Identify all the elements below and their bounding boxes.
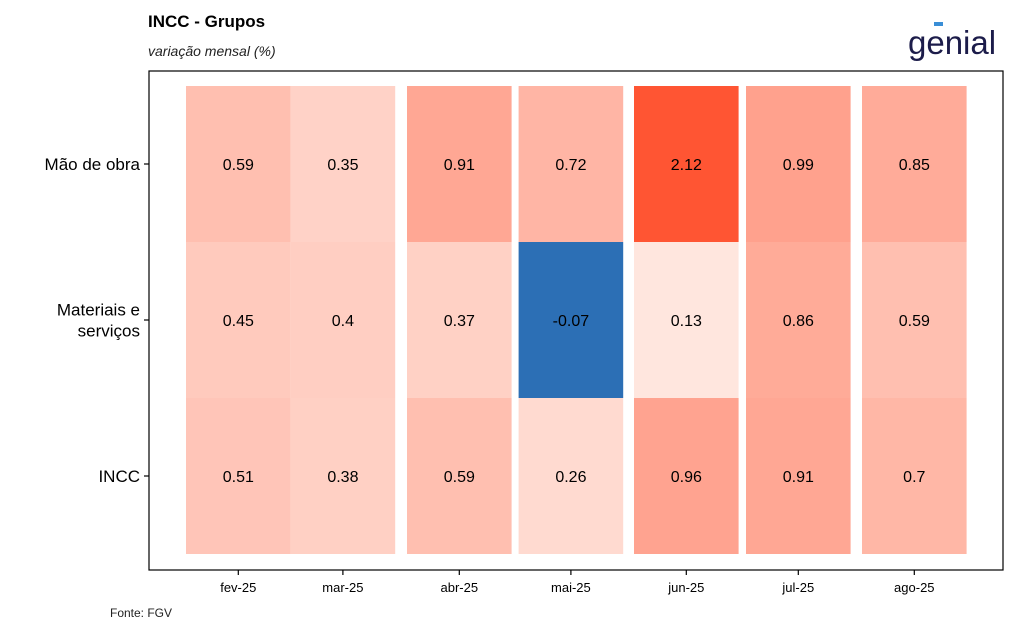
heatmap-cell (746, 398, 851, 554)
y-tick-label: Materiais e serviços (57, 301, 140, 341)
cell-value-label: 0.59 (223, 157, 254, 174)
chart-subtitle: variação mensal (%) (148, 43, 276, 59)
logo-text: genial (908, 24, 996, 61)
heatmap-cell (407, 242, 512, 398)
y-tick-label: INCC (98, 467, 140, 486)
x-tick-label: fev-25 (220, 580, 256, 595)
heatmap-cell (862, 398, 967, 554)
heatmap-cell (186, 86, 291, 242)
heatmap-cell (634, 242, 739, 398)
cell-value-label: 0.45 (223, 313, 254, 330)
heatmap-cell (746, 242, 851, 398)
cell-value-label: 0.51 (223, 469, 254, 486)
cell-value-label: 0.38 (327, 469, 358, 486)
x-tick-label: mar-25 (322, 580, 363, 595)
x-tick-label: jul-25 (781, 580, 814, 595)
heatmap-cell (862, 86, 967, 242)
genial-logo: genial (908, 22, 996, 61)
chart-title: INCC - Grupos (148, 12, 266, 31)
cell-value-label: 0.59 (444, 469, 475, 486)
x-tick-label: jun-25 (667, 580, 704, 595)
heatmap-cell (862, 242, 967, 398)
x-tick-label: mai-25 (551, 580, 591, 595)
y-tick-label: Mão de obra (45, 155, 141, 174)
cell-value-label: 2.12 (671, 157, 702, 174)
heatmap-cell (290, 242, 396, 398)
heatmap-cell (634, 86, 739, 242)
cell-value-label: 0.96 (671, 469, 702, 486)
source-note: Fonte: FGV (110, 606, 173, 620)
heatmap-cell (634, 398, 739, 554)
cell-value-label: 0.99 (783, 157, 814, 174)
logo-accent-icon (934, 22, 943, 26)
heatmap-cell (518, 398, 624, 554)
heatmap-cell (290, 398, 396, 554)
cell-value-label: 0.4 (332, 313, 354, 330)
cell-value-label: 0.59 (899, 313, 930, 330)
cell-value-label: 0.91 (444, 157, 475, 174)
cell-value-label: 0.72 (555, 157, 586, 174)
cell-value-label: 0.86 (783, 313, 814, 330)
cell-value-label: 0.35 (327, 157, 358, 174)
heatmap-cell (746, 86, 851, 242)
cell-value-label: 0.7 (903, 469, 925, 486)
cell-value-label: 0.13 (671, 313, 702, 330)
heatmap-cell (186, 398, 291, 554)
cell-value-label: 0.91 (783, 469, 814, 486)
heatmap-chart: 0.59 0.35 0.91 0.72 2.12 0.99 0.85 0.45 0.4 0.37 -… (45, 70, 1004, 595)
x-tick-label: abr-25 (441, 580, 479, 595)
cell-value-label: 0.26 (555, 469, 586, 486)
heatmap-cell (407, 86, 512, 242)
cell-value-label: 0.85 (899, 157, 930, 174)
heatmap-cell (290, 86, 396, 242)
heatmap-cell (518, 242, 624, 398)
heatmap-cell (407, 398, 512, 554)
heatmap-cell (518, 86, 624, 242)
x-tick-label: ago-25 (894, 580, 934, 595)
cell-value-label: -0.07 (553, 313, 590, 330)
cell-value-label: 0.37 (444, 313, 475, 330)
heatmap-cell (186, 242, 291, 398)
